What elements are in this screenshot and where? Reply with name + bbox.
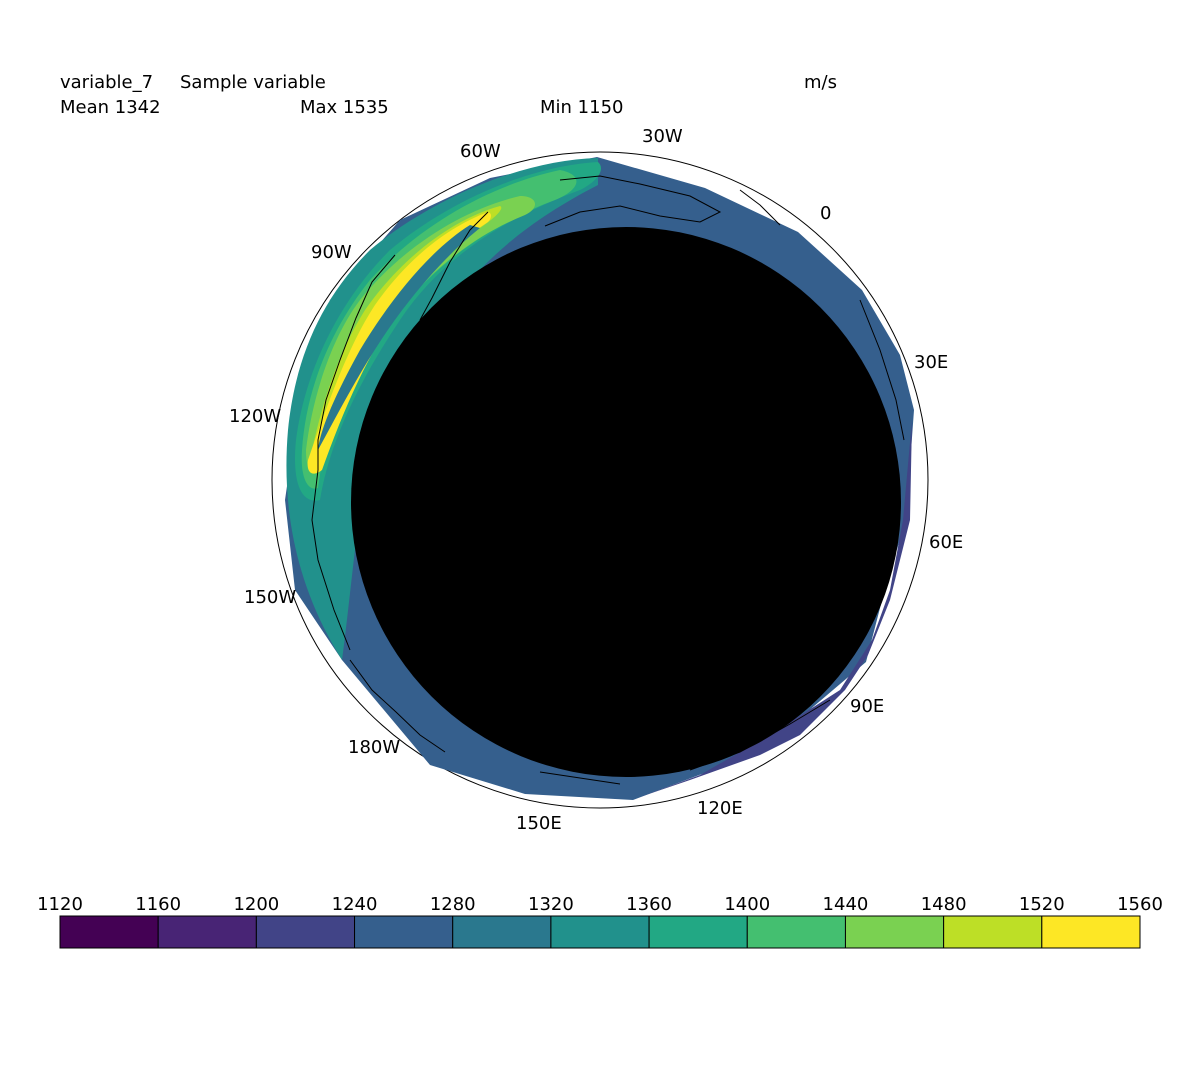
colorbar-swatch-1160 — [157, 915, 257, 949]
lon-label-150e: 150E — [516, 813, 562, 834]
lon-label-30w: 30W — [642, 126, 683, 147]
lon-label-120e: 120E — [697, 798, 743, 819]
colorbar-tick-label: 1280 — [430, 894, 476, 915]
colorbar-tick-label: 1560 — [1117, 894, 1163, 915]
units-label: m/s — [804, 72, 837, 93]
colorbar-swatch-1240 — [354, 915, 454, 949]
colorbar-tick-label: 1200 — [233, 894, 279, 915]
colorbar-swatch-1280 — [452, 915, 552, 949]
lon-label-90e: 90E — [850, 696, 884, 717]
colorbar-tick-label: 1520 — [1019, 894, 1065, 915]
colorbar-swatch-1520 — [1041, 915, 1141, 949]
lon-label-180w: 180W — [348, 737, 400, 758]
colorbar-tick-label: 1360 — [626, 894, 672, 915]
coastline-outline — [311, 175, 905, 785]
colorbar-swatch-1320 — [550, 915, 650, 949]
mean-stat: Mean 1342 — [60, 97, 161, 118]
colorbar-swatch-1440 — [844, 915, 945, 949]
lon-label-150w: 150W — [244, 587, 296, 608]
variable-long-name: Sample variable — [180, 72, 326, 93]
masked-interior-disc — [351, 227, 901, 777]
colorbar-tick-label: 1320 — [528, 894, 574, 915]
variable-name: variable_7 — [60, 72, 154, 93]
colorbar-tick-label: 1160 — [135, 894, 181, 915]
lon-label-60w: 60W — [460, 141, 501, 162]
lon-label-120w: 120W — [229, 406, 281, 427]
min-stat: Min 1150 — [540, 97, 624, 118]
lon-label-90w: 90W — [311, 242, 352, 263]
colorbar-tick-label: 1480 — [921, 894, 967, 915]
colorbar: 1120 1160 1200 1240 1280 1320 1360 1400 1440 1480… — [37, 894, 1163, 949]
colorbar-tick-label: 1400 — [724, 894, 770, 915]
colorbar-swatch-1200 — [255, 915, 356, 949]
colorbar-tick-label: 1240 — [332, 894, 378, 915]
lon-label-0: 0 — [820, 203, 831, 224]
colorbar-swatch-1120 — [59, 915, 159, 949]
colorbar-swatch-1360 — [648, 915, 748, 949]
colorbar-swatch-1480 — [943, 915, 1043, 949]
colorbar-tick-label: 1120 — [37, 894, 83, 915]
colorbar-swatch-1400 — [746, 915, 846, 949]
lon-label-30e: 30E — [914, 352, 948, 373]
colorbar-tick-label: 1440 — [823, 894, 869, 915]
globe-outer-boundary — [271, 151, 929, 809]
contour-band-1520 — [307, 212, 491, 474]
max-stat: Max 1535 — [300, 97, 389, 118]
lon-label-60e: 60E — [929, 532, 963, 553]
